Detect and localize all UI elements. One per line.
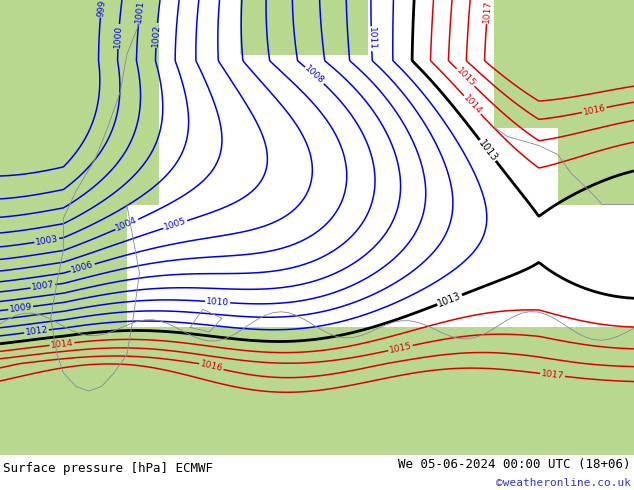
Text: 1016: 1016 (199, 360, 224, 374)
Text: 1010: 1010 (206, 297, 230, 307)
Text: 1017: 1017 (482, 0, 493, 23)
Text: 1009: 1009 (9, 302, 32, 314)
Text: 1000: 1000 (113, 24, 124, 48)
Text: 1004: 1004 (115, 216, 139, 233)
Text: 1017: 1017 (541, 369, 564, 381)
Text: 1015: 1015 (454, 66, 477, 89)
Text: 999: 999 (96, 0, 107, 17)
Text: 1015: 1015 (388, 341, 413, 355)
Text: 1011: 1011 (366, 27, 377, 50)
Text: 1007: 1007 (31, 280, 55, 293)
Text: ©weatheronline.co.uk: ©weatheronline.co.uk (496, 478, 631, 488)
Text: 1013: 1013 (476, 138, 499, 163)
Text: 1001: 1001 (134, 0, 145, 24)
Text: 1013: 1013 (436, 291, 463, 309)
Text: 1014: 1014 (462, 94, 483, 116)
Text: We 05-06-2024 00:00 UTC (18+06): We 05-06-2024 00:00 UTC (18+06) (398, 458, 631, 471)
Text: 1014: 1014 (50, 338, 74, 350)
Text: 1005: 1005 (163, 217, 188, 232)
Text: 1016: 1016 (582, 103, 607, 117)
Text: 1006: 1006 (70, 260, 95, 275)
Text: 1003: 1003 (35, 234, 59, 247)
Text: 1008: 1008 (303, 64, 326, 86)
Text: 1002: 1002 (152, 24, 162, 47)
Text: 1012: 1012 (25, 325, 48, 337)
Text: Surface pressure [hPa] ECMWF: Surface pressure [hPa] ECMWF (3, 462, 213, 475)
